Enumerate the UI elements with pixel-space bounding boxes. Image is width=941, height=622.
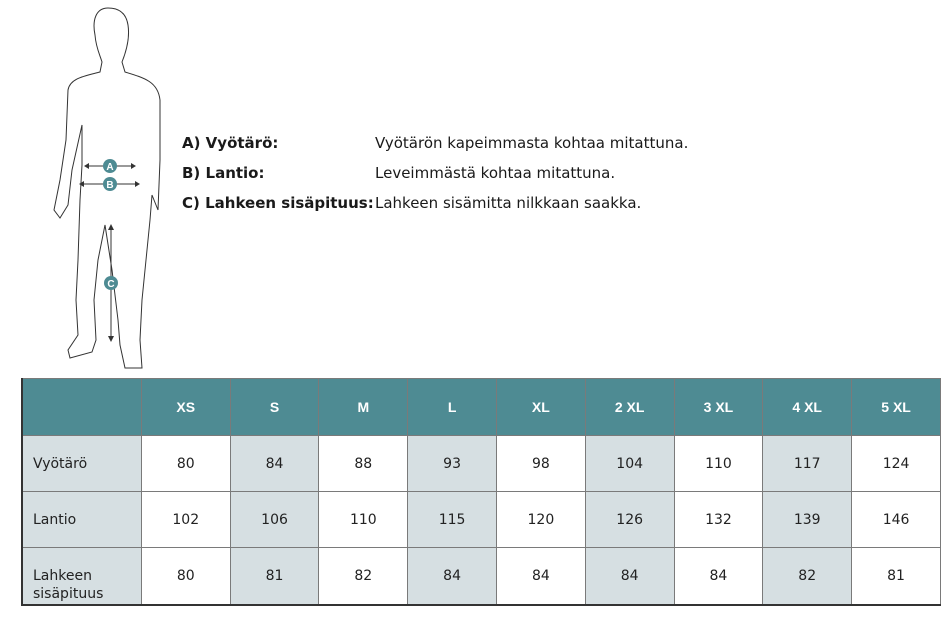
table-cell: 106 (229, 491, 320, 548)
table-cell: 120 (495, 491, 586, 548)
marker-a: A (103, 159, 117, 173)
legend-row-waist: A) Vyötärö: Vyötärön kapeimmasta kohtaa … (182, 128, 688, 158)
legend-desc: Leveimmästä kohtaa mitattuna. (375, 164, 616, 182)
size-header-m: M (318, 378, 409, 436)
body-outline (53, 7, 161, 369)
row-label: Lahkeen sisäpituus (21, 547, 142, 606)
legend-label: A) Vyötärö: (182, 134, 279, 152)
size-table: XS S M L XL 2 XL 3 XL 4 XL 5 XL Vyötärö 80 84 88 93 9… (21, 378, 941, 606)
table-cell: 82 (318, 547, 409, 606)
table-row-waist: Vyötärö 80 84 88 93 98 104 110 117 124 (21, 435, 941, 492)
marker-b: B (103, 177, 117, 191)
legend-row-inseam: C) Lahkeen sisäpituus: Lahkeen sisämitta… (182, 188, 688, 218)
table-cell: 146 (851, 491, 941, 548)
size-header-2xl: 2 XL (584, 378, 675, 436)
table-row-hip: Lantio 102 106 110 115 120 126 132 139 146 (21, 491, 941, 548)
measurement-legend: A) Vyötärö: Vyötärön kapeimmasta kohtaa … (182, 128, 688, 218)
table-cell: 110 (318, 491, 409, 548)
size-header-xl: XL (495, 378, 586, 436)
table-cell: 110 (673, 435, 764, 492)
table-cell: 82 (762, 547, 853, 606)
size-header-5xl: 5 XL (851, 378, 941, 436)
size-header-4xl: 4 XL (762, 378, 853, 436)
table-cell: 126 (584, 491, 675, 548)
row-label: Lantio (21, 491, 142, 548)
table-cell: 124 (851, 435, 941, 492)
legend-row-hip: B) Lantio: Leveimmästä kohtaa mitattuna. (182, 158, 688, 188)
table-cell: 84 (673, 547, 764, 606)
marker-c: C (104, 276, 118, 290)
table-cell: 117 (762, 435, 853, 492)
legend-label: B) Lantio: (182, 164, 265, 182)
body-measurement-figure: A B C (53, 7, 161, 369)
size-header-l: L (407, 378, 497, 436)
legend-desc: Vyötärön kapeimmasta kohtaa mitattuna. (375, 134, 689, 152)
size-header-xs: XS (140, 378, 231, 436)
svg-text:C: C (107, 279, 114, 290)
svg-text:A: A (106, 162, 113, 173)
table-cell: 81 (229, 547, 320, 606)
table-cell: 104 (584, 435, 675, 492)
table-cell: 93 (407, 435, 497, 492)
table-cell: 139 (762, 491, 853, 548)
table-cell: 98 (495, 435, 586, 492)
header-corner (21, 378, 142, 436)
table-cell: 80 (140, 435, 231, 492)
legend-label: C) Lahkeen sisäpituus: (182, 194, 374, 212)
table-cell: 84 (584, 547, 675, 606)
row-label: Vyötärö (21, 435, 142, 492)
table-cell: 81 (851, 547, 941, 606)
table-cell: 132 (673, 491, 764, 548)
size-header-row: XS S M L XL 2 XL 3 XL 4 XL 5 XL (21, 378, 941, 436)
table-cell: 115 (407, 491, 497, 548)
table-cell: 84 (229, 435, 320, 492)
table-cell: 88 (318, 435, 409, 492)
table-row-inseam: Lahkeen sisäpituus 80 81 82 84 84 84 84 82 81 (21, 547, 941, 606)
size-header-3xl: 3 XL (673, 378, 764, 436)
svg-text:B: B (106, 180, 113, 191)
table-cell: 102 (140, 491, 231, 548)
legend-desc: Lahkeen sisämitta nilkkaan saakka. (375, 194, 642, 212)
table-cell: 84 (495, 547, 586, 606)
table-cell: 80 (140, 547, 231, 606)
table-cell: 84 (407, 547, 497, 606)
size-header-s: S (229, 378, 320, 436)
